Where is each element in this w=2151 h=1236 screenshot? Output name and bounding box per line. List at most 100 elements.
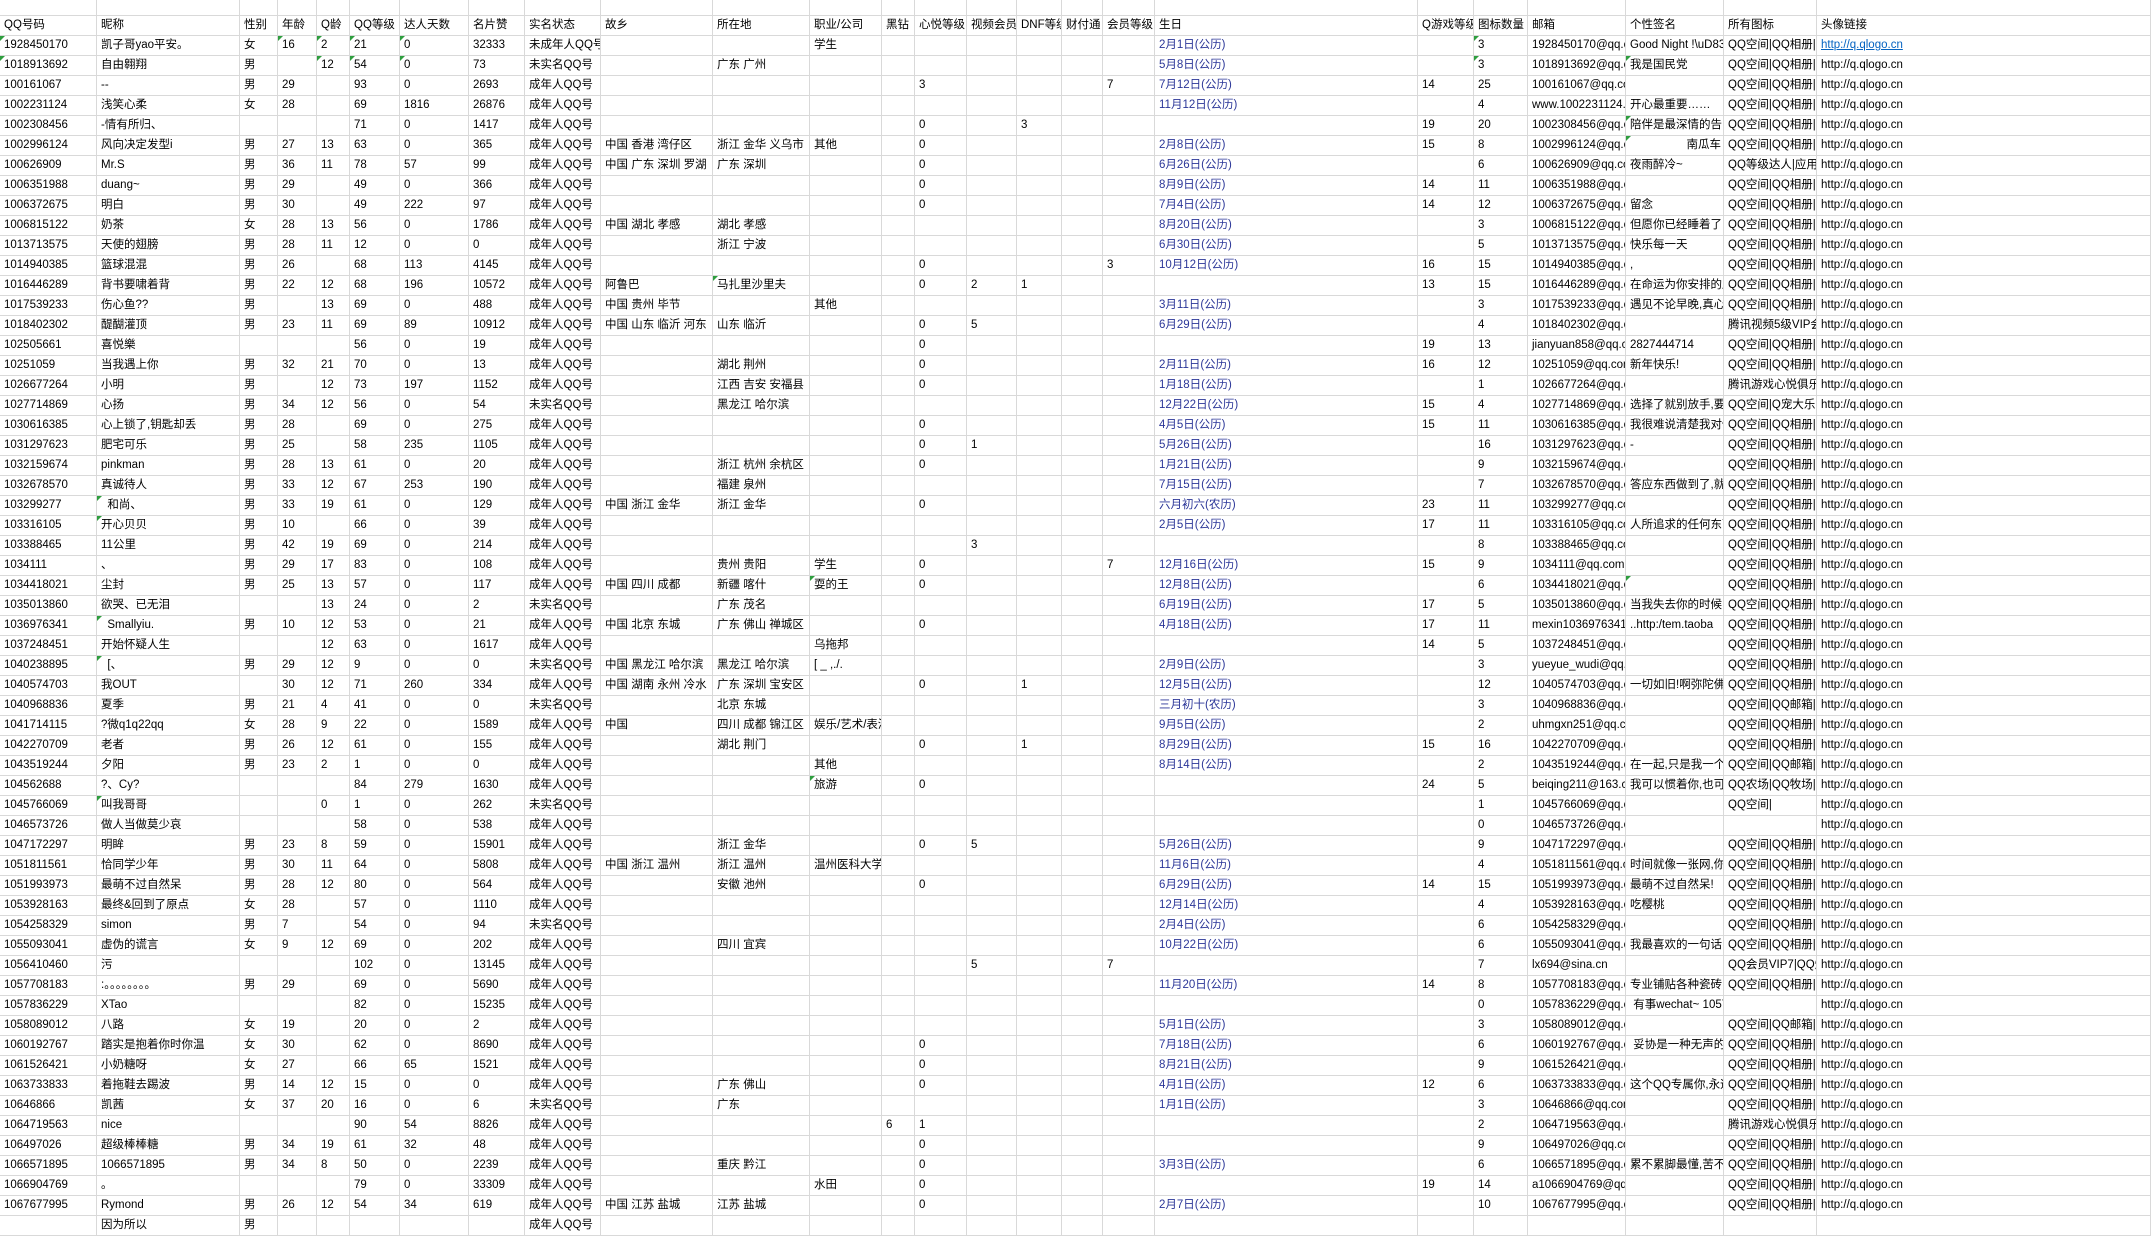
cell-birthday[interactable]: 2月11日(公历) [1155,356,1418,376]
cell-avatar_link[interactable] [1817,1216,2151,1236]
cell-qq_level[interactable]: 69 [350,416,400,436]
cell-heizuan[interactable] [882,1016,915,1036]
cell-qgame_level[interactable] [1418,816,1474,836]
cell-birthday[interactable]: 6月29日(公历) [1155,316,1418,336]
cell-gender[interactable]: 男 [240,1076,278,1096]
cell-caifutong[interactable] [1062,276,1103,296]
cell-location[interactable]: 广东 广州 [713,56,810,76]
cell-card_likes[interactable] [469,0,525,16]
cell-nickname[interactable]: 天使的翅膀 [97,236,240,256]
cell-job[interactable] [810,1036,882,1056]
cell-heizuan[interactable] [882,596,915,616]
cell-qq_age[interactable]: 12 [317,736,350,756]
cell-birthday[interactable]: 8月29日(公历) [1155,736,1418,756]
cell-dnf_level[interactable] [1017,816,1062,836]
cell-nickname[interactable]: 明白 [97,196,240,216]
cell-hometown[interactable] [601,896,713,916]
cell-qq[interactable]: 1045766069 [0,796,97,816]
cell-dnf_level[interactable] [1017,156,1062,176]
column-header-realname_status[interactable]: 实名状态 [525,16,601,36]
cell-qgame_level[interactable]: 14 [1418,636,1474,656]
cell-icon_count[interactable]: 6 [1474,916,1528,936]
column-header-video_vip[interactable]: 视频会员 [967,16,1017,36]
cell-daren_days[interactable]: 279 [400,776,469,796]
cell-all_icons[interactable]: 腾讯游戏心悦俱乐部 [1724,376,1817,396]
cell-email[interactable]: 1026677264@qq.com [1528,376,1626,396]
cell-signature[interactable] [1626,76,1724,96]
cell-card_likes[interactable]: 4145 [469,256,525,276]
cell-caifutong[interactable] [1062,956,1103,976]
column-header-icon_count[interactable]: 图标数量 [1474,16,1528,36]
cell-xinyue_level[interactable] [915,236,967,256]
cell-heizuan[interactable]: 6 [882,1116,915,1136]
cell-daren_days[interactable]: 34 [400,1196,469,1216]
cell-dnf_level[interactable] [1017,616,1062,636]
cell-vip_level[interactable] [1103,696,1155,716]
column-header-dnf_level[interactable]: DNF等级 [1017,16,1062,36]
cell-all_icons[interactable]: QQ空间|QQ相册|游戏 [1724,236,1817,256]
cell-realname_status[interactable]: 成年人QQ号 [525,996,601,1016]
cell-nickname[interactable]: 当我遇上你 [97,356,240,376]
cell-caifutong[interactable] [1062,836,1103,856]
cell-qgame_level[interactable]: 19 [1418,1176,1474,1196]
cell-age[interactable] [278,376,317,396]
cell-nickname[interactable]: 做人当做莫少哀 [97,816,240,836]
cell-location[interactable] [713,196,810,216]
cell-qq[interactable]: 1053928163 [0,896,97,916]
cell-avatar_link[interactable]: http://q.qlogo.cn [1817,116,2151,136]
cell-email[interactable]: 1030616385@qq.com [1528,416,1626,436]
cell-vip_level[interactable] [1103,216,1155,236]
cell-qq_age[interactable]: 13 [317,456,350,476]
cell-signature[interactable] [1626,636,1724,656]
cell-hometown[interactable]: 中国 [601,716,713,736]
cell-location[interactable]: 广东 深圳 宝安区 [713,676,810,696]
cell-caifutong[interactable] [1062,56,1103,76]
cell-all_icons[interactable]: QQ空间|QQ相册|QQ [1724,576,1817,596]
cell-dnf_level[interactable] [1017,636,1062,656]
cell-nickname[interactable]: 和尚、 [97,496,240,516]
cell-signature[interactable] [1626,736,1724,756]
cell-icon_count[interactable]: 3 [1474,696,1528,716]
cell-realname_status[interactable]: 成年人QQ号 [525,136,601,156]
cell-email[interactable]: 1002308456@qq.com [1528,116,1626,136]
cell-heizuan[interactable] [882,416,915,436]
cell-qgame_level[interactable] [1418,716,1474,736]
cell-qq_level[interactable]: 69 [350,96,400,116]
cell-xinyue_level[interactable] [915,636,967,656]
cell-qq_age[interactable]: 8 [317,1156,350,1176]
cell-location[interactable] [713,176,810,196]
cell-hometown[interactable]: 阿鲁巴 [601,276,713,296]
cell-video_vip[interactable] [967,476,1017,496]
cell-vip_level[interactable] [1103,856,1155,876]
cell-qgame_level[interactable]: 12 [1418,1076,1474,1096]
cell-location[interactable] [713,296,810,316]
cell-card_likes[interactable]: 21 [469,616,525,636]
cell-realname_status[interactable]: 成年人QQ号 [525,76,601,96]
cell-job[interactable] [810,0,882,16]
cell-qq_level[interactable]: 59 [350,836,400,856]
cell-card_likes[interactable]: 1152 [469,376,525,396]
cell-heizuan[interactable] [882,756,915,776]
cell-location[interactable]: 黑龙江 哈尔滨 [713,396,810,416]
cell-nickname[interactable]: [、 [97,656,240,676]
cell-hometown[interactable] [601,36,713,56]
cell-birthday[interactable]: 4月1日(公历) [1155,1076,1418,1096]
cell-avatar_link[interactable]: http://q.qlogo.cn [1817,736,2151,756]
cell-realname_status[interactable]: 成年人QQ号 [525,1116,601,1136]
cell-daren_days[interactable]: 0 [400,596,469,616]
cell-icon_count[interactable]: 1 [1474,376,1528,396]
cell-vip_level[interactable] [1103,896,1155,916]
cell-card_likes[interactable]: 2 [469,596,525,616]
cell-realname_status[interactable]: 成年人QQ号 [525,1136,601,1156]
cell-xinyue_level[interactable]: 0 [915,116,967,136]
cell-birthday[interactable]: 11月20日(公历) [1155,976,1418,996]
cell-daren_days[interactable]: 0 [400,76,469,96]
cell-birthday[interactable] [1155,1176,1418,1196]
cell-dnf_level[interactable] [1017,716,1062,736]
cell-qq_age[interactable]: 2 [317,756,350,776]
cell-xinyue_level[interactable]: 3 [915,76,967,96]
cell-icon_count[interactable]: 6 [1474,156,1528,176]
cell-job[interactable] [810,456,882,476]
cell-qq_level[interactable]: 41 [350,696,400,716]
cell-card_likes[interactable]: 54 [469,396,525,416]
